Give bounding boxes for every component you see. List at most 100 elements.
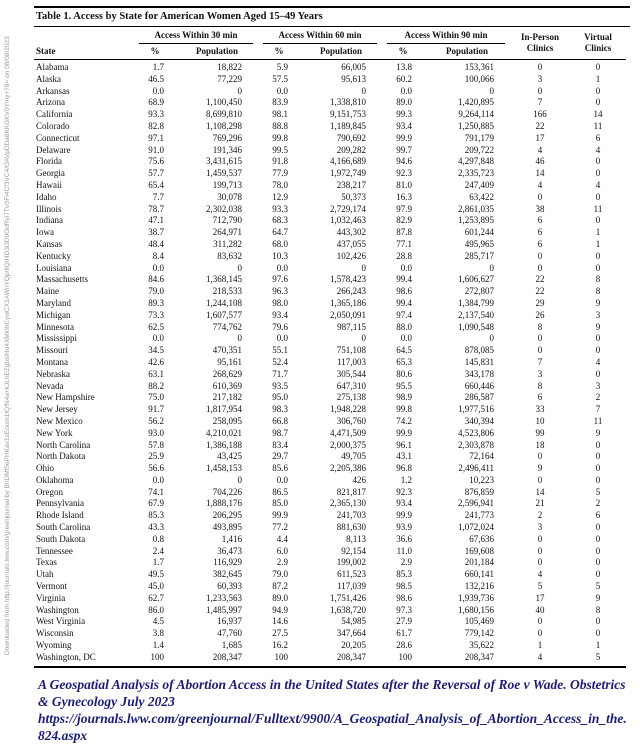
value-cell: 87.2 [272, 581, 288, 592]
value-cell: 6 [537, 227, 543, 238]
value-cell: 77.1 [396, 238, 412, 249]
value-cell: 0 [537, 345, 543, 356]
value-cell: 5 [595, 581, 601, 592]
state-cell: South Dakota [36, 533, 86, 544]
table-row: New York 93.0 4,210,021 98.7 4,471,509 99.9 4,… [34, 428, 626, 440]
value-cell: 660,141 [464, 569, 494, 580]
value-cell: 0 [537, 451, 543, 462]
value-cell: 0 [537, 85, 543, 96]
value-cell: 1,685 [221, 640, 242, 651]
value-cell: 99.8 [396, 404, 412, 415]
col-header-virtual-clinics: Virtual Clinics [570, 27, 626, 60]
table-row: North Dakota 25.9 43,425 29.7 49,705 43.1 72,1… [34, 451, 626, 463]
state-cell: Georgia [36, 168, 65, 179]
value-cell: 91.8 [272, 156, 288, 167]
value-cell: 98.3 [272, 404, 288, 415]
value-cell: 2 [595, 392, 601, 403]
state-cell: Iowa [36, 227, 54, 238]
state-cell: Michigan [36, 309, 71, 320]
state-cell: Maine [36, 286, 59, 297]
table-row: Maryland 89.3 1,244,108 98.0 1,365,186 99.4 1,… [34, 298, 626, 310]
value-cell: 72,164 [469, 451, 494, 462]
table-row: Ohio 56.6 1,458,153 85.6 2,205,386 96.8 2,496,… [34, 463, 626, 475]
value-cell: 1,100,450 [206, 97, 242, 108]
value-cell: 0 [595, 628, 601, 639]
value-cell: 247,409 [464, 179, 494, 190]
value-cell: 99.4 [396, 274, 412, 285]
col-group-90min-label: Access Within 90 min [387, 30, 505, 44]
value-cell: 1 [595, 640, 601, 651]
state-cell: Texas [36, 557, 57, 568]
value-cell: 48.4 [148, 238, 164, 249]
value-cell: 10 [535, 415, 545, 426]
value-cell: 27.9 [396, 616, 412, 627]
value-cell: 64.7 [272, 227, 288, 238]
table-row: Montana 42.6 95,161 52.4 117,003 65.3 145,831 7… [34, 357, 626, 369]
state-cell: Idaho [36, 191, 57, 202]
value-cell: 97.1 [148, 132, 164, 143]
value-cell: 0 [595, 168, 601, 179]
col-group-60min-label: Access Within 60 min [263, 30, 377, 44]
value-cell: 95.5 [396, 380, 412, 391]
citation-url[interactable]: https://journals.lww.com/greenjournal/Fu… [38, 711, 627, 743]
value-cell: 0 [537, 191, 543, 202]
value-cell: 272,807 [464, 286, 494, 297]
value-cell: 1 [537, 640, 543, 651]
state-cell: Kansas [36, 238, 62, 249]
value-cell: 1.4 [152, 640, 164, 651]
state-cell: Oregon [36, 486, 63, 497]
col-group-30min-label: Access Within 30 min [139, 30, 253, 44]
value-cell: 8,699,810 [206, 109, 242, 120]
value-cell: 0 [237, 262, 243, 273]
value-cell: 0 [595, 262, 601, 273]
table-row: Massachusetts 84.6 1,368,145 97.6 1,578,423 9… [34, 274, 626, 286]
value-cell: 18,822 [217, 62, 242, 72]
value-cell: 751,108 [336, 345, 366, 356]
value-cell: 238,217 [336, 179, 366, 190]
value-cell: 2,729,174 [330, 203, 366, 214]
value-cell: 97.4 [396, 309, 412, 320]
value-cell: 2 [537, 510, 543, 521]
value-cell: 1 [595, 73, 601, 84]
value-cell: 1,368,145 [206, 274, 242, 285]
value-cell: 36.6 [396, 533, 412, 544]
state-cell: Montana [36, 356, 68, 367]
value-cell: 1.7 [152, 557, 164, 568]
value-cell: 65.3 [396, 356, 412, 367]
value-cell: 493,895 [212, 522, 242, 533]
value-cell: 93.4 [396, 120, 412, 131]
state-cell: California [36, 109, 73, 120]
col-header-pct-60: % [258, 44, 300, 60]
value-cell: 85.0 [272, 498, 288, 509]
value-cell: 241,703 [336, 510, 366, 521]
value-cell: 208,347 [300, 651, 382, 668]
state-cell: Alaska [36, 73, 61, 84]
value-cell: 426 [352, 474, 367, 485]
value-cell: 98.9 [396, 392, 412, 403]
value-cell: 1,680,156 [458, 604, 494, 615]
value-cell: 4.4 [276, 533, 288, 544]
value-cell: 85.6 [272, 463, 288, 474]
col-header-pct-30: % [134, 44, 176, 60]
value-cell: 1,253,895 [458, 215, 494, 226]
state-cell: Florida [36, 156, 62, 167]
value-cell: 54,985 [341, 616, 366, 627]
value-cell: 83.4 [272, 439, 288, 450]
value-cell: 5 [537, 581, 543, 592]
value-cell: 209,722 [464, 144, 494, 155]
value-cell: 382,645 [212, 569, 242, 580]
value-cell: 0 [595, 333, 601, 344]
value-cell: 0 [237, 85, 243, 96]
value-cell: 99.4 [396, 297, 412, 308]
value-cell: 96.8 [396, 463, 412, 474]
table-row: Washington, DC 100 208,347 100 208,347 100 208… [34, 651, 626, 668]
table-row: Florida 75.6 3,431,615 91.8 4,166,689 94.6 4,2… [34, 156, 626, 168]
table-row: Washington 86.0 1,485,997 94.9 1,638,720 97.3… [34, 605, 626, 617]
state-cell: Illinois [36, 203, 62, 214]
value-cell: 27.5 [272, 628, 288, 639]
value-cell: 601,244 [464, 227, 494, 238]
value-cell: 199,713 [212, 179, 242, 190]
value-cell: 0.0 [152, 262, 164, 273]
value-cell: 66,005 [341, 62, 366, 72]
state-cell: Connecticut [36, 132, 80, 143]
